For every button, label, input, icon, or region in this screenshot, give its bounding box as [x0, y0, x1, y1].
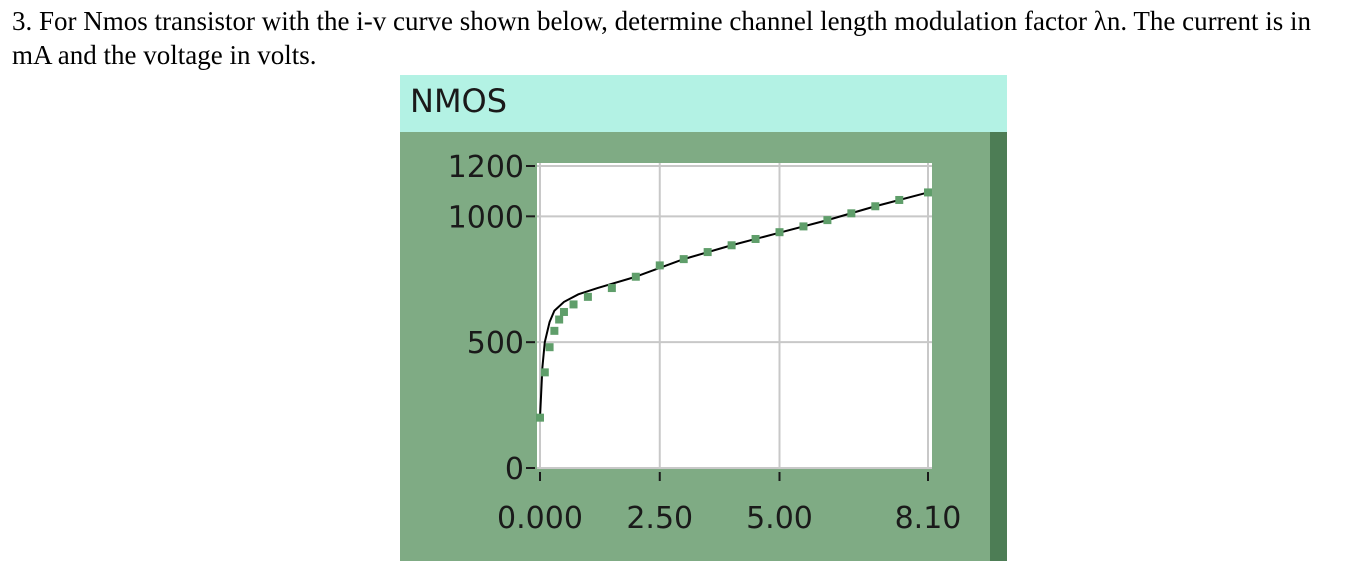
data-point	[871, 202, 880, 211]
data-point	[550, 326, 559, 335]
data-point	[536, 413, 544, 422]
data-point	[751, 234, 760, 243]
data-point	[799, 222, 808, 231]
data-point	[540, 368, 549, 377]
data-line	[539, 191, 929, 418]
x-tick-label: 2.50	[626, 501, 693, 536]
data-point	[559, 307, 568, 316]
panel-edge	[990, 132, 1007, 561]
data-point	[895, 195, 904, 204]
data-point	[847, 209, 856, 218]
data-point	[823, 216, 832, 225]
data-point	[727, 241, 736, 250]
title-bar	[400, 75, 1007, 132]
question: 3. For Nmos transistor with the i-v curv…	[12, 6, 1312, 70]
y-tick-label: 0	[505, 452, 524, 487]
plot-area	[537, 163, 932, 469]
x-tick-label: 8.10	[895, 501, 962, 536]
y-tick-label: 500	[467, 326, 524, 361]
data-point	[545, 343, 554, 352]
data-point	[569, 300, 578, 309]
data-point	[775, 228, 784, 237]
chart-title: NMOS	[410, 82, 507, 120]
data-point	[655, 261, 664, 270]
y-tick-label: 1200	[448, 150, 524, 185]
data-point	[703, 248, 712, 257]
data-point	[555, 315, 564, 324]
data-point	[583, 292, 592, 301]
x-tick-label: 5.00	[746, 501, 813, 536]
data-point	[631, 272, 640, 281]
y-tick-label: 1000	[448, 200, 524, 235]
x-tick-label: 0.000	[497, 501, 583, 536]
data-point	[607, 284, 616, 293]
data-point	[924, 188, 932, 197]
data-point	[679, 255, 688, 264]
